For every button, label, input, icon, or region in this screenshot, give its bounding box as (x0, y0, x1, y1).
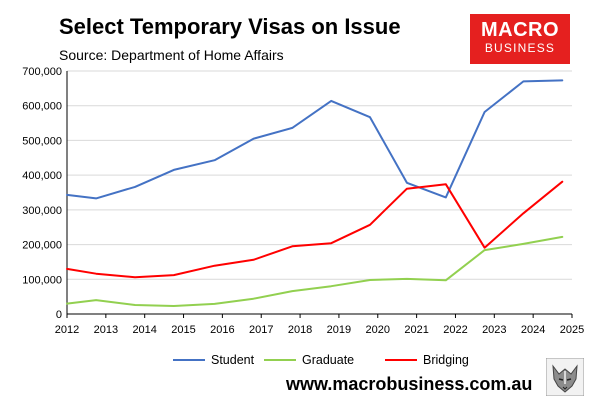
x-tick-label: 2012 (55, 324, 79, 336)
x-tick-label: 2024 (521, 324, 545, 336)
chart-title: Select Temporary Visas on Issue (59, 14, 401, 39)
series-line-bridging (66, 180, 564, 279)
y-tick-label: 400,000 (22, 170, 62, 182)
series-line-student (66, 79, 564, 200)
y-tick-label: 300,000 (22, 205, 62, 217)
legend-label-bridging: Bridging (423, 353, 469, 367)
x-tick-label: 2013 (94, 324, 118, 336)
y-tick-label: 200,000 (22, 240, 62, 252)
x-tick-label: 2016 (210, 324, 234, 336)
x-axis-ticks: 2012 2013 2014 2015 2016 2017 2018 2019 2020 2021… (55, 324, 584, 336)
chart-subtitle: Source: Department of Home Affairs (59, 47, 284, 63)
x-tick-label: 2015 (171, 324, 195, 336)
website-url[interactable]: www.macrobusiness.com.au (286, 374, 533, 394)
y-tick-label: 700,000 (22, 66, 62, 78)
x-tick-label: 2017 (249, 324, 273, 336)
x-tick-label: 2025 (560, 324, 584, 336)
y-tick-label: 600,000 (22, 101, 62, 113)
logo-line-2: BUSINESS (484, 41, 556, 55)
logo-line-1: MACRO (480, 19, 560, 41)
legend-swatch-bridging (385, 358, 417, 361)
x-tick-label: 2019 (327, 324, 351, 336)
wolf-logo-icon (546, 358, 584, 396)
legend-item-bridging: Bridging (385, 352, 469, 368)
series-lines (66, 79, 564, 307)
legend-item-student: Student (173, 352, 254, 368)
x-tick-label: 2022 (443, 324, 467, 336)
x-tick-label: 2018 (288, 324, 312, 336)
x-tick-label: 2020 (366, 324, 390, 336)
macrobusiness-logo: MACRO BUSINESS (470, 14, 570, 64)
axes (66, 71, 573, 318)
x-tick-label: 2014 (132, 324, 156, 336)
x-tick-label: 2023 (482, 324, 506, 336)
legend: Student Graduate Bridging (0, 352, 596, 370)
x-tick-label: 2021 (404, 324, 428, 336)
legend-item-graduate: Graduate (264, 352, 354, 368)
y-axis-ticks: 0 100,000 200,000 300,000 400,000 500,000 600,… (22, 66, 62, 321)
legend-swatch-graduate (264, 358, 296, 361)
legend-swatch-student (173, 358, 205, 361)
series-line-graduate (66, 235, 564, 307)
y-tick-label: 500,000 (22, 135, 62, 147)
legend-label-student: Student (211, 353, 255, 367)
y-tick-label: 0 (56, 309, 62, 321)
y-tick-label: 100,000 (22, 274, 62, 286)
legend-label-graduate: Graduate (302, 353, 355, 367)
